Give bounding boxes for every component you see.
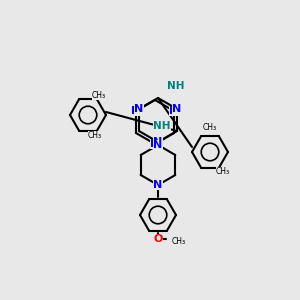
Text: N: N — [150, 139, 160, 149]
Text: N: N — [172, 104, 182, 114]
Text: CH₃: CH₃ — [203, 124, 217, 133]
Text: CH₃: CH₃ — [172, 238, 186, 247]
Text: N: N — [169, 106, 179, 116]
Text: N: N — [153, 140, 163, 150]
Text: N: N — [131, 106, 141, 116]
Text: NH: NH — [153, 121, 171, 131]
Text: O: O — [153, 234, 163, 244]
Text: CH₃: CH₃ — [216, 167, 230, 176]
Text: NH: NH — [167, 81, 185, 91]
Text: CH₃: CH₃ — [92, 91, 106, 100]
Text: N: N — [134, 104, 144, 114]
Text: N: N — [153, 180, 163, 190]
Text: N: N — [153, 137, 163, 147]
Text: CH₃: CH₃ — [88, 131, 102, 140]
